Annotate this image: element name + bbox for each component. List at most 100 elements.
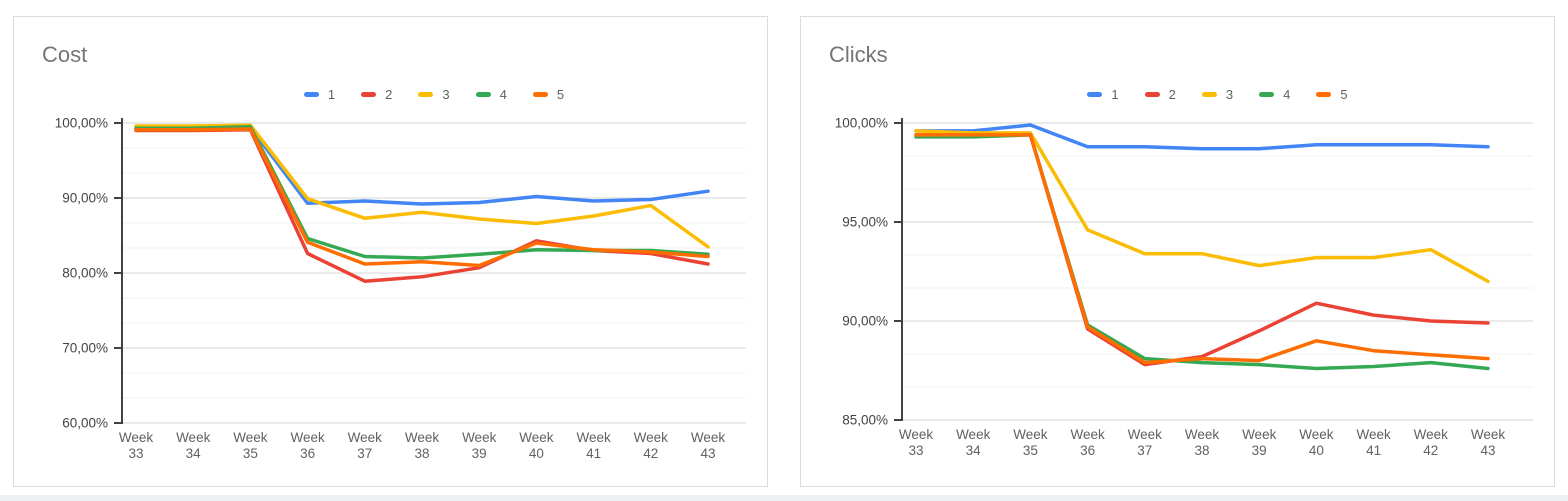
y-axis-label: 60,00% [62,416,108,431]
legend-item-2[interactable]: 2 [361,87,392,102]
y-axis-label: 80,00% [62,266,108,281]
legend-label-4: 4 [1283,86,1291,102]
x-axis-label-week: Week [1013,427,1048,442]
x-axis-label-week: Week [119,430,154,445]
x-axis-label-number: 38 [414,446,429,461]
legend-swatch-3 [418,91,434,97]
y-axis-label: 85,00% [842,413,888,428]
x-axis-label-week: Week [691,430,726,445]
series-line-4[interactable] [134,125,710,260]
series-line-3[interactable] [914,129,1490,284]
legend-label-3: 3 [442,86,450,102]
series-line-2[interactable] [914,133,1490,367]
x-axis-label-week: Week [956,427,991,442]
x-axis-label-number: 38 [1194,443,1209,458]
legend-swatch-4 [475,91,491,97]
legend-label-2: 2 [1168,86,1176,102]
x-axis-label-number: 36 [300,446,315,461]
x-axis-label-week: Week [1128,427,1163,442]
legend-item-5[interactable]: 5 [1316,86,1348,102]
legend-label-3: 3 [1225,86,1234,102]
legend-item-2[interactable]: 2 [1144,86,1176,102]
x-axis-label-week: Week [1185,427,1220,442]
x-axis-label-number: 34 [186,446,202,461]
legend-label-5: 5 [556,86,565,102]
x-axis-label-number: 37 [1137,443,1152,458]
x-axis-label-number: 42 [1423,443,1438,458]
legend-label-1: 1 [327,86,336,102]
x-axis-label-number: 43 [700,446,715,461]
legend-item-1[interactable]: 1 [1087,86,1119,102]
legend-label-2: 2 [385,86,393,102]
clicks-chart-plot[interactable]: 100,00%95,00%90,00%85,00%Week33Week34Wee… [801,17,1554,486]
legend-swatch-1 [1087,91,1103,97]
x-axis-label-number: 39 [1252,443,1267,458]
legend-item-1[interactable]: 1 [303,86,336,102]
x-axis-label-number: 40 [1309,443,1324,458]
x-axis-label-number: 33 [128,446,143,461]
cost-chart-legend: 1 2 3 4 5 [122,86,746,102]
legend-item-4[interactable]: 4 [1259,87,1290,102]
x-axis-label-week: Week [576,430,611,445]
legend-swatch-5 [1316,91,1332,97]
x-axis-label-week: Week [290,430,325,445]
legend-swatch-2 [1144,91,1160,97]
legend-label-5: 5 [1340,86,1348,102]
x-axis-label-number: 35 [1023,443,1038,458]
clicks-chart-legend: 1 2 3 4 5 [902,86,1533,102]
cost-chart-plot[interactable]: 100,00%90,00%80,00%70,00%60,00%Week33Wee… [14,17,767,486]
x-axis-label-number: 35 [243,446,258,461]
x-axis-label-number: 37 [357,446,372,461]
legend-label-4: 4 [499,86,507,102]
series-line-5[interactable] [134,127,710,268]
legend-swatch-3 [1201,91,1217,97]
x-axis-label-number: 36 [1080,443,1095,458]
x-axis-label-number: 40 [529,446,544,461]
x-axis-label-number: 41 [586,446,601,461]
x-axis-label-number: 34 [966,443,982,458]
y-axis-label: 70,00% [62,341,108,356]
series-line-5[interactable] [914,133,1490,365]
page-bottom-edge [0,495,1568,501]
series-line-3[interactable] [134,123,710,249]
x-axis-label-week: Week [462,430,497,445]
y-axis-label: 90,00% [62,191,108,206]
clicks-chart-title: Clicks [829,42,888,67]
legend-swatch-1 [303,91,319,97]
x-axis-label-week: Week [899,427,934,442]
series-line-4[interactable] [914,133,1490,371]
legend-swatch-2 [361,91,377,97]
x-axis-label-week: Week [348,430,383,445]
x-axis-label-week: Week [634,430,669,445]
x-axis-label-week: Week [176,430,211,445]
y-axis-label: 95,00% [842,215,888,230]
legend-item-5[interactable]: 5 [532,86,565,102]
x-axis-label-week: Week [1356,427,1391,442]
legend-item-3[interactable]: 3 [418,86,450,102]
x-axis-label-number: 41 [1366,443,1381,458]
y-axis-label: 100,00% [835,116,888,131]
series-line-1[interactable] [914,123,1490,151]
x-axis-label-week: Week [1070,427,1105,442]
x-axis-label-number: 43 [1480,443,1495,458]
legend-item-4[interactable]: 4 [475,86,507,102]
legend-swatch-4 [1259,91,1275,97]
cost-chart-title: Cost [42,42,88,67]
legend-item-3[interactable]: 3 [1201,86,1234,102]
x-axis-label-week: Week [1299,427,1334,442]
x-axis-label-week: Week [1471,427,1506,442]
x-axis-label-number: 33 [908,443,923,458]
legend-label-1: 1 [1111,86,1119,102]
x-axis-label-week: Week [1242,427,1277,442]
x-axis-label-week: Week [519,430,554,445]
series-line-1[interactable] [134,125,710,206]
y-axis-label: 100,00% [55,116,108,131]
legend-swatch-5 [532,91,548,97]
x-axis-label-week: Week [1414,427,1449,442]
x-axis-label-number: 39 [472,446,487,461]
x-axis-label-number: 42 [643,446,658,461]
x-axis-label-week: Week [405,430,440,445]
